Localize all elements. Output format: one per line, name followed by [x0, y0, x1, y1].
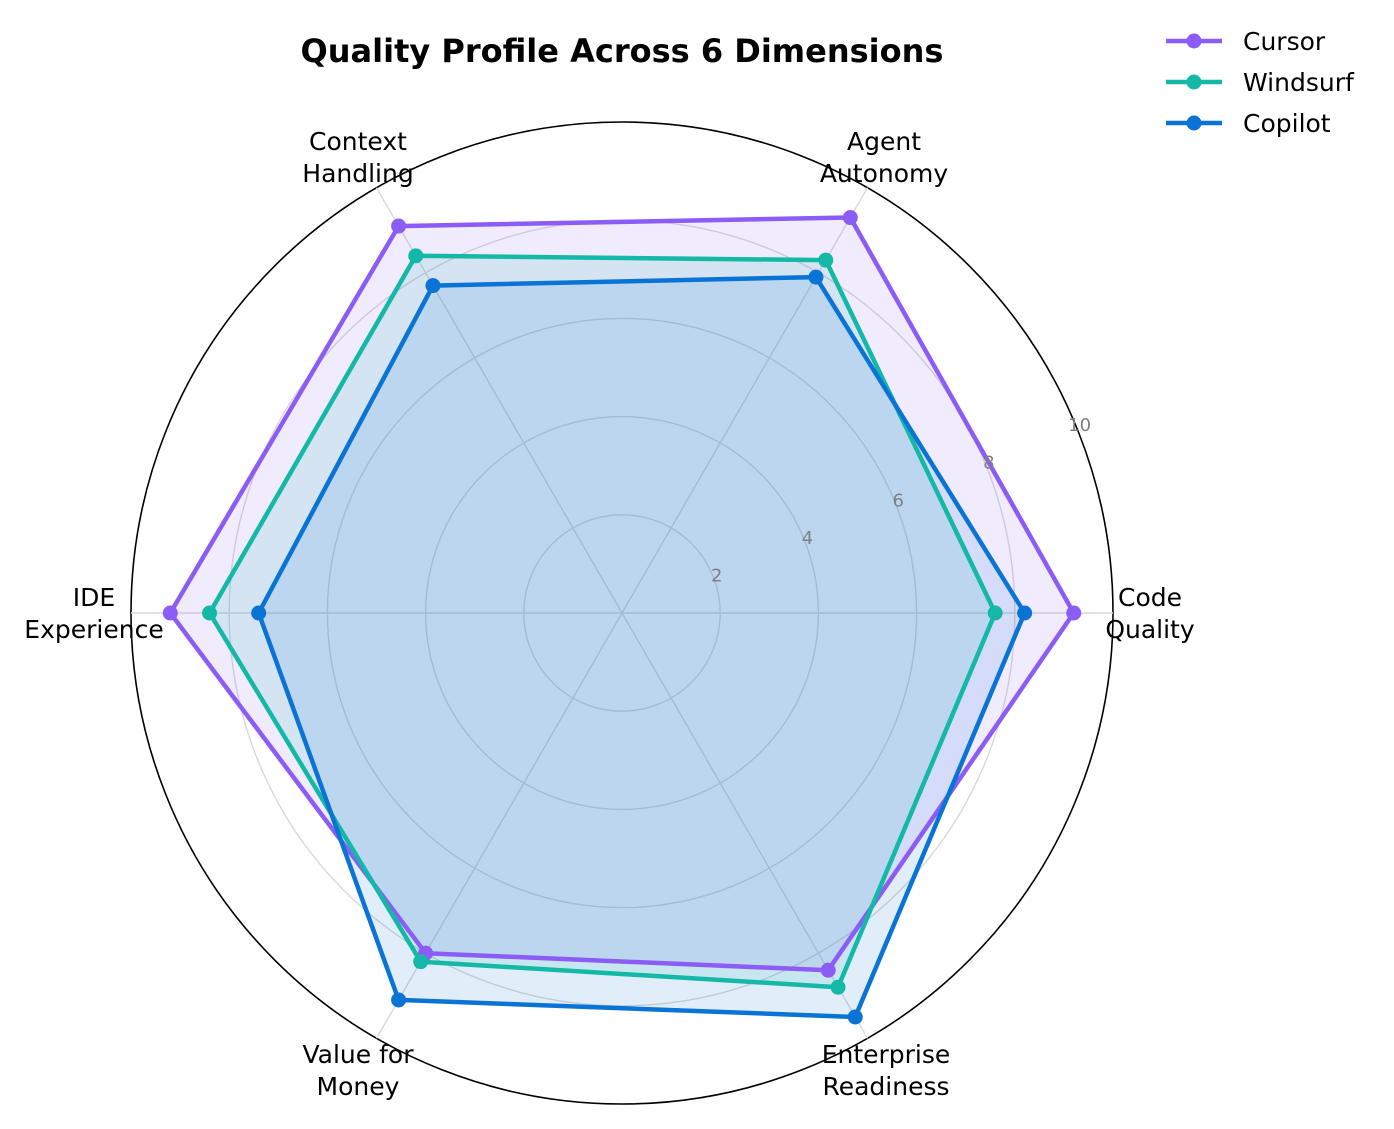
data-point-copilot	[391, 992, 407, 1008]
legend-marker-cursor	[1186, 33, 1202, 49]
radial-tick-label: 8	[983, 453, 994, 474]
axis-label: Enterprise	[822, 1040, 951, 1069]
data-point-cursor	[842, 210, 858, 226]
legend-marker-windsurf	[1186, 74, 1202, 90]
data-point-windsurf	[830, 979, 846, 995]
series-points	[162, 210, 1082, 1025]
legend-marker-copilot	[1186, 115, 1202, 131]
data-point-copilot	[425, 278, 441, 294]
axis-label: Autonomy	[820, 159, 949, 188]
series-fills	[170, 217, 1074, 1018]
data-point-cursor	[820, 962, 836, 978]
axis-label: Code	[1118, 583, 1182, 612]
data-point-cursor	[391, 218, 407, 234]
data-point-copilot	[808, 269, 824, 285]
axis-label: Experience	[24, 615, 163, 644]
radial-tick-labels: 2 4 6 8 10	[711, 415, 1091, 586]
data-point-windsurf	[408, 248, 424, 264]
data-point-windsurf	[413, 954, 429, 970]
legend-label: Copilot	[1243, 109, 1331, 138]
data-point-windsurf	[987, 605, 1003, 621]
legend: Cursor Windsurf Copilot	[1166, 27, 1355, 138]
legend-label: Windsurf	[1243, 68, 1355, 97]
data-point-copilot	[847, 1009, 863, 1025]
data-point-cursor	[1066, 605, 1082, 621]
data-point-windsurf	[202, 605, 218, 621]
axis-label: Money	[317, 1072, 400, 1101]
radial-tick-label: 4	[802, 528, 813, 549]
radial-tick-label: 2	[711, 565, 722, 586]
series-fill-cursor	[170, 217, 1074, 971]
axis-label: Context	[309, 127, 407, 156]
series-fill-windsurf	[209, 255, 996, 988]
chart-title: Quality Profile Across 6 Dimensions	[301, 32, 944, 70]
data-point-windsurf	[818, 252, 834, 268]
radial-tick-label: 6	[892, 490, 903, 511]
axis-label: Readiness	[822, 1072, 949, 1101]
axis-label: Handling	[302, 159, 413, 188]
data-point-cursor	[162, 605, 178, 621]
axis-labels: Code Quality Agent Autonomy Context Handling I…	[24, 127, 1195, 1101]
axis-label: Value for	[303, 1040, 415, 1069]
axis-label: Agent	[847, 127, 921, 156]
data-point-copilot	[1017, 605, 1033, 621]
radial-tick-label: 10	[1068, 415, 1091, 436]
axis-label: IDE	[73, 583, 115, 612]
data-point-copilot	[251, 605, 267, 621]
axis-label: Quality	[1105, 615, 1195, 644]
legend-label: Cursor	[1243, 27, 1326, 56]
series-fill-copilot	[258, 277, 1025, 1018]
